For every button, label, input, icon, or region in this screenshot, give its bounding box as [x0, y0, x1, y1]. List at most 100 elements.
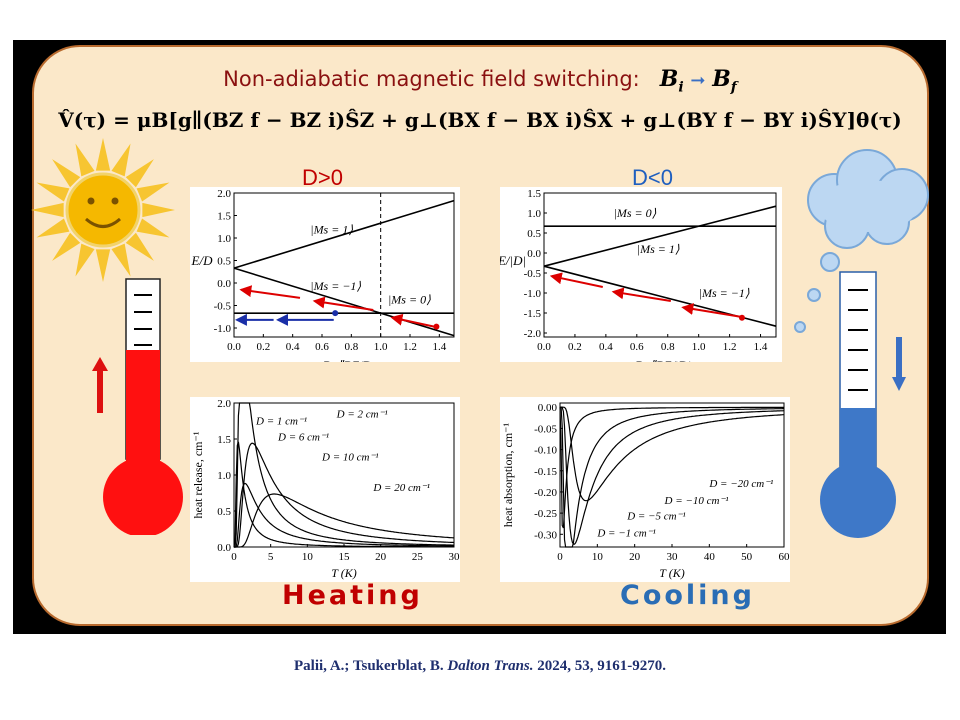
sun-ray	[36, 218, 70, 238]
energy-level-line	[233, 199, 455, 269]
x-tick-label: 10	[592, 551, 604, 563]
y-tick-label: 1.0	[217, 233, 231, 245]
d-positive-label: D>0	[302, 165, 343, 190]
state-label: |Ms = −1⟩	[699, 286, 750, 300]
sun-ray	[75, 143, 95, 177]
thermal-curve	[560, 406, 784, 502]
y-axis-label: heat absorption, cm⁻¹	[501, 422, 515, 527]
thermal-curve	[234, 493, 455, 548]
series-label: D = 1 cm⁻¹	[255, 416, 307, 428]
citation-authors: Palii, A.; Tsukerblat, B.	[293, 658, 444, 674]
x-axis-label: T (K)	[659, 566, 684, 580]
title-text: Non-adiabatic magnetic field switching:	[223, 67, 640, 91]
final-field-symbol: Bf	[712, 66, 737, 96]
thermal-curve	[560, 406, 785, 545]
y-tick-label: -1.0	[214, 323, 232, 335]
sun-ray	[95, 249, 111, 282]
thermometer-hot-icon	[103, 278, 183, 535]
x-axis-label: T (K)	[331, 566, 356, 580]
y-tick-label: 1.5	[217, 211, 231, 223]
x-tick-label: 0.6	[315, 341, 329, 353]
x-tick-label: 5	[268, 551, 274, 563]
sun-ray	[136, 218, 170, 238]
arrow-up-icon	[92, 357, 108, 413]
state-label: |Ms = 1⟩	[637, 242, 680, 256]
series-label: D = 6 cm⁻¹	[277, 431, 329, 443]
y-tick-label: -2.0	[524, 328, 542, 340]
x-tick-label: 1.0	[374, 341, 388, 353]
y-tick-label: 0.5	[217, 506, 231, 518]
transition-arrow	[549, 272, 603, 288]
sun-ray	[52, 159, 81, 188]
sun-icon	[31, 138, 175, 282]
thermal-curve	[559, 406, 784, 529]
thermal-curve	[233, 441, 454, 548]
arrow-down-icon	[892, 337, 906, 391]
y-tick-label: 0.00	[538, 402, 558, 414]
state-point	[332, 310, 339, 317]
hamiltonian-formula: V̂(τ) = μB[g∥(BZ f − BZ i)ŜZ + g⊥(BX f −…	[58, 108, 902, 132]
y-tick-label: -0.5	[214, 301, 232, 313]
x-tick-label: 0.8	[344, 341, 358, 353]
thermal-curve	[234, 402, 454, 548]
x-tick-label: 25	[412, 551, 424, 563]
energy-levels-positive-chart: 0.0 0.2 0.4 0.6 0.8 1.0 1.2 1.4 2.0 1.5 1.0 0.5 0.0 -…	[190, 187, 460, 362]
x-axis-label: μBg∥BZ/|D|	[628, 358, 692, 362]
y-axis-label: E/|D|	[500, 253, 526, 268]
transition-arrow	[390, 313, 437, 329]
series-label: D = −1 cm⁻¹	[596, 527, 655, 539]
y-tick-label: -0.10	[534, 445, 557, 457]
y-axis-label: E/D	[191, 253, 214, 268]
x-tick-label: 0.0	[537, 341, 551, 353]
sun-ray	[52, 232, 81, 261]
y-tick-label: 0.0	[217, 542, 231, 554]
sun-ray	[111, 243, 131, 277]
energy-levels-negative-chart: 0.0 0.2 0.4 0.6 0.8 1.0 1.2 1.4 1.5 1.0 0.5 0.0 -0.5…	[500, 187, 782, 362]
sun-ray	[111, 143, 131, 177]
y-tick-label: 0.0	[217, 278, 231, 290]
series-label: D = 10 cm⁻¹	[321, 452, 379, 464]
energy-level-line	[543, 205, 777, 267]
x-tick-label: 50	[741, 551, 753, 563]
x-tick-label: 1.4	[754, 341, 768, 353]
citation-details: 2024, 53, 9161-9270.	[537, 658, 666, 674]
y-tick-label: -0.30	[534, 529, 557, 541]
sun-ray	[36, 182, 70, 202]
sun-ray	[125, 159, 154, 188]
x-tick-label: 40	[704, 551, 716, 563]
transition-arrow	[312, 296, 374, 311]
x-tick-label: 0.8	[661, 341, 675, 353]
x-tick-label: 0.2	[256, 341, 270, 353]
y-tick-label: -0.25	[534, 508, 557, 520]
sun-ray	[142, 202, 175, 218]
transition-arrow	[611, 287, 671, 302]
x-tick-label: 10	[302, 551, 314, 563]
x-tick-label: 0.6	[630, 341, 644, 353]
plot-frame	[559, 402, 785, 548]
y-tick-label: -0.15	[534, 466, 557, 478]
heat-absorption-chart: 0 10 20 30 40 50 60 0.00 -0.05 -0.10 -0.15 -0.20 -0.…	[500, 397, 790, 582]
plot-frame	[543, 192, 777, 338]
x-tick-label: 15	[339, 551, 351, 563]
sun-ray	[136, 182, 170, 202]
y-tick-label: 1.0	[217, 470, 231, 482]
plot-frame	[233, 192, 455, 338]
cloud-icon	[794, 149, 929, 333]
heating-caption: Heating	[282, 580, 423, 611]
x-tick-label: 0.4	[286, 341, 300, 353]
x-tick-label: 1.2	[403, 341, 417, 353]
y-tick-label: 0.5	[217, 256, 231, 268]
d-negative-label: D<0	[632, 165, 673, 190]
initial-field-symbol: Bi	[659, 66, 684, 96]
y-tick-label: -0.05	[534, 423, 557, 435]
x-tick-label: 20	[629, 551, 641, 563]
y-tick-label: -1.0	[524, 288, 542, 300]
transition-arrow	[681, 303, 743, 318]
x-tick-label: 30	[449, 551, 461, 563]
y-tick-label: 1.5	[527, 188, 541, 200]
thermal-curve	[234, 442, 455, 548]
slide-title: Non-adiabatic magnetic field switching: …	[0, 66, 960, 95]
x-tick-label: 0.0	[227, 341, 241, 353]
y-tick-label: 2.0	[217, 398, 231, 410]
heat-release-chart: 0 5 10 15 20 25 30 2.0 1.5 1.0 0.5 0.0 D = 2 cm⁻¹ D =…	[190, 397, 460, 582]
